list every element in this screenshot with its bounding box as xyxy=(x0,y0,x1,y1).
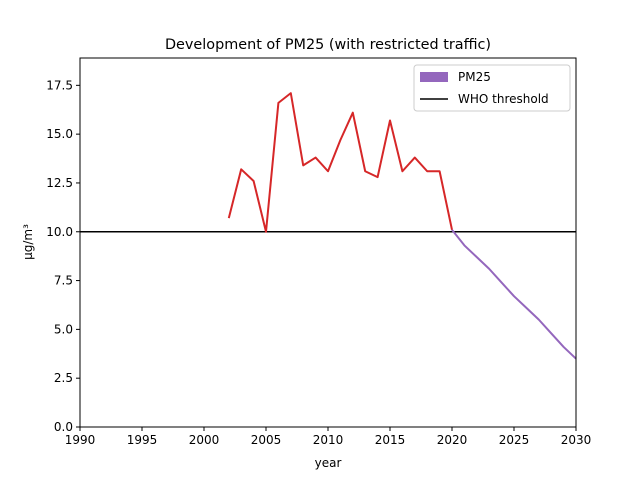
y-tick-label: 10.0 xyxy=(46,225,73,239)
x-tick-label: 2015 xyxy=(375,433,406,447)
legend-label-who-threshold: WHO threshold xyxy=(458,92,549,106)
series-line-1 xyxy=(451,229,577,360)
x-tick-label: 2025 xyxy=(499,433,530,447)
y-tick-label: 2.5 xyxy=(54,371,73,385)
y-axis-label: µg/m³ xyxy=(21,224,35,260)
x-axis-label: year xyxy=(315,456,342,470)
legend: PM25 WHO threshold xyxy=(413,64,571,112)
series-line-0 xyxy=(227,92,453,233)
x-tick-label: 2000 xyxy=(189,433,220,447)
legend-swatch-pm25 xyxy=(420,72,448,82)
legend-label-pm25: PM25 xyxy=(458,70,491,84)
x-tick-label: 2020 xyxy=(437,433,468,447)
x-tick-label: 2005 xyxy=(251,433,282,447)
x-tick-label: 1990 xyxy=(65,433,96,447)
chart-title: Development of PM25 (with restricted tra… xyxy=(165,37,491,53)
x-tick-label: 2030 xyxy=(561,433,592,447)
legend-box xyxy=(413,64,571,112)
y-tick-label: 7.5 xyxy=(54,274,73,288)
x-tick-label: 2010 xyxy=(313,433,344,447)
plot-area: 1990 1995 2000 2005 2010 2015 2020 2025 2030 0.0 2… xyxy=(46,57,592,447)
y-tick-label: 15.0 xyxy=(46,127,73,141)
y-tick-label: 0.0 xyxy=(54,420,73,434)
y-tick-label: 17.5 xyxy=(46,78,73,92)
y-tick-label: 5.0 xyxy=(54,322,73,336)
x-tick-label: 1995 xyxy=(127,433,158,447)
y-tick-label: 12.5 xyxy=(46,176,73,190)
